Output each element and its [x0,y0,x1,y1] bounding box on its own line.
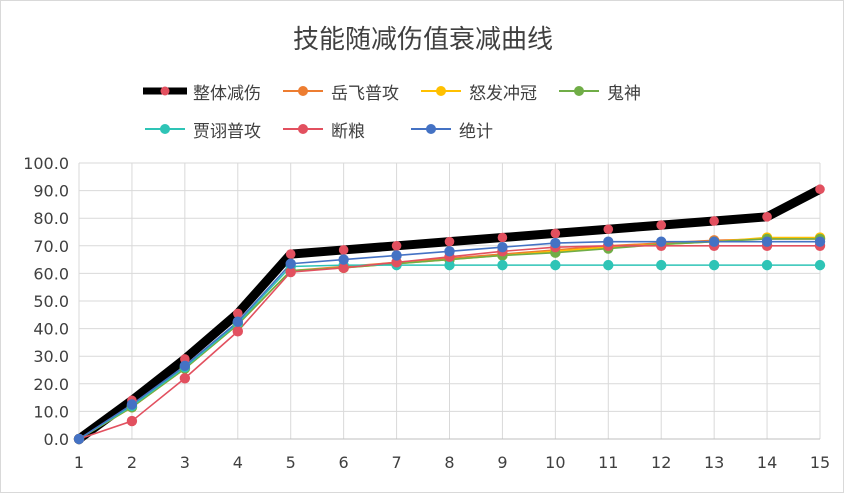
data-point-series-5 [497,259,508,271]
legend-swatch-overall [143,86,187,96]
legend-item-nufa: 怒发冲冠 [417,79,537,104]
data-point-series-1 [232,308,243,319]
legend-item-jueji: 绝计 [407,117,493,142]
y-tick-label: 20.0 [33,375,69,394]
data-point-series-5 [761,259,773,271]
legend-swatch-jiaxu [145,124,185,134]
data-point-series-5 [814,259,826,271]
x-tick-label: 9 [497,453,507,472]
y-tick-label: 40.0 [33,320,69,339]
legend-label: 绝计 [459,121,493,142]
legend-item-overall: 整体减伤 [141,79,261,104]
data-point-series-6 [179,373,191,384]
legend-label: 断粮 [331,121,365,142]
x-tick-label: 7 [391,453,401,472]
y-tick-label: 100.0 [23,154,69,173]
chart-title: 技能随减伤值衰减曲线 [292,25,553,55]
x-tick-label: 5 [286,453,296,472]
data-point-series-7 [391,250,402,261]
x-tick-label: 12 [651,453,671,472]
data-point-series-1 [391,241,402,251]
data-point-series-1 [815,184,825,195]
legend-row-1: 整体减伤 岳飞普攻 怒发冲冠 鬼神 [141,79,659,104]
legend-item-duanliang: 断粮 [279,117,365,142]
legend-label: 贾诩普攻 [193,121,261,142]
x-tick-label: 8 [444,453,454,472]
y-tick-label: 80.0 [33,209,69,228]
data-point-series-5 [656,259,667,271]
x-tick-label: 3 [180,453,190,472]
x-tick-label: 2 [127,453,137,472]
y-tick-label: 90.0 [33,182,69,201]
data-point-series-1 [709,216,719,226]
data-point-series-5 [708,259,720,271]
x-tick-label: 4 [233,453,243,472]
data-point-series-6 [285,266,296,278]
data-point-series-7 [444,246,455,257]
x-tick-label: 11 [598,453,618,472]
legend-swatch-nufa [421,86,461,96]
legend-label: 鬼神 [607,83,641,104]
legend-swatch-duanliang [283,124,323,134]
y-tick-label: 30.0 [33,347,69,366]
y-tick-label: 10.0 [33,402,69,421]
data-point-series-1 [656,220,667,230]
legend-label: 整体减伤 [193,83,261,104]
legend-swatch-guishen [559,86,599,96]
data-point-series-6 [338,262,349,274]
data-point-series-7 [761,236,773,247]
data-point-series-5 [550,259,561,271]
legend-item-yuefei: 岳飞普攻 [279,79,399,104]
legend-label: 怒发冲冠 [469,83,537,104]
data-point-series-7 [179,360,191,372]
data-point-series-7 [232,316,243,327]
x-tick-label: 1 [74,453,84,472]
x-tick-label: 13 [704,453,724,472]
legend-row-2: 贾诩普攻 断粮 绝计 [141,117,511,142]
legend-item-jiaxu: 贾诩普攻 [141,117,261,142]
legend-swatch-jueji [411,124,451,134]
data-point-series-6 [232,326,243,337]
data-point-series-6 [126,415,138,427]
data-point-series-1 [603,224,614,235]
legend-label: 岳飞普攻 [331,83,399,104]
y-tick-label: 0.0 [44,430,69,449]
data-point-series-7 [73,433,85,445]
legend-item-guishen: 鬼神 [555,79,641,104]
y-tick-label: 70.0 [33,237,69,256]
data-point-series-7 [814,236,826,247]
data-point-series-7 [285,258,296,269]
data-point-series-1 [762,212,772,222]
x-tick-label: 10 [545,453,565,472]
data-point-series-1 [497,232,508,243]
y-tick-label: 60.0 [33,264,69,283]
legend-swatch-yuefei [283,86,323,96]
x-tick-label: 6 [339,453,349,472]
y-tick-label: 50.0 [33,292,69,311]
data-point-series-7 [656,236,667,247]
data-point-series-7 [708,236,720,247]
x-tick-label: 14 [757,453,777,472]
data-point-series-7 [550,237,561,249]
data-point-series-7 [126,399,138,410]
data-point-series-1 [338,245,349,255]
data-point-series-5 [603,259,614,271]
data-point-series-7 [338,254,349,265]
data-point-series-1 [285,249,296,259]
data-point-series-7 [497,241,508,253]
x-tick-label: 15 [810,453,830,472]
data-point-series-7 [603,236,614,247]
data-point-series-1 [550,228,561,239]
data-point-series-1 [444,236,455,247]
data-point-series-5 [444,259,455,271]
